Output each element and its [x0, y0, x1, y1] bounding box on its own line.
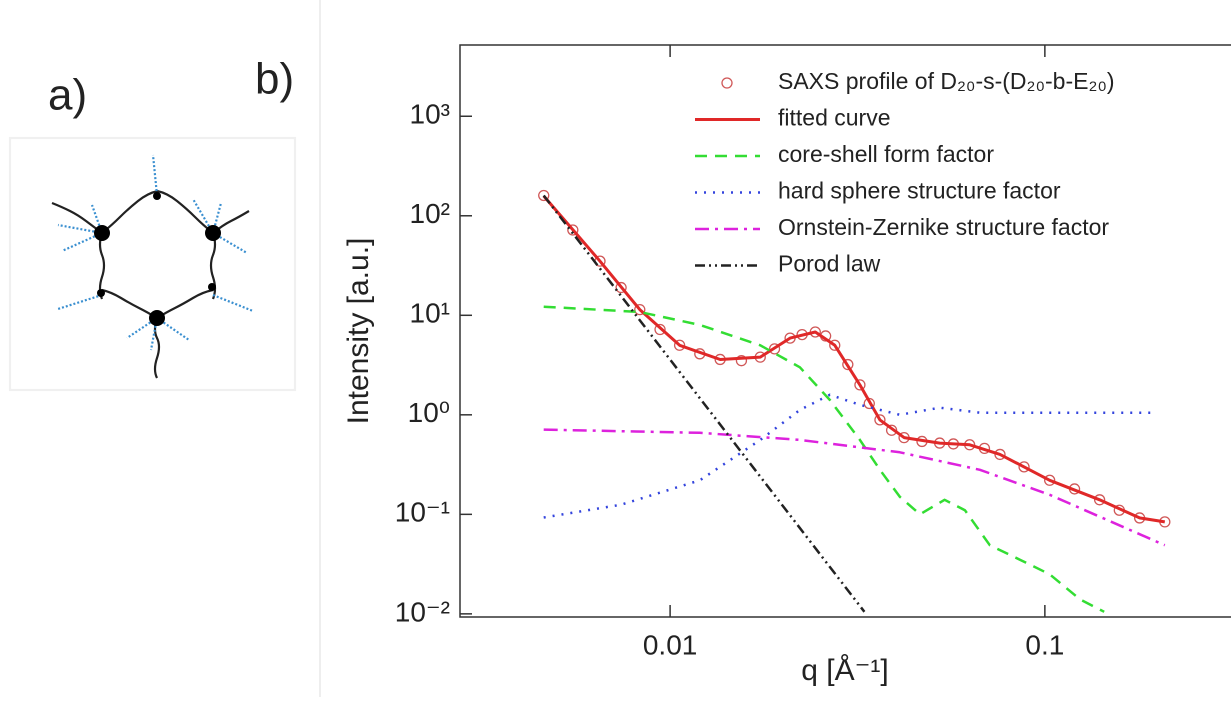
- data-point: [842, 358, 854, 371]
- panel-label: b): [255, 55, 294, 104]
- data-point: [615, 281, 627, 294]
- legend-label: core-shell form factor: [778, 141, 994, 167]
- data-point: [885, 424, 898, 436]
- plot-area: [538, 189, 1171, 613]
- data-point: [567, 224, 579, 236]
- x-tick-label: 0.01: [643, 629, 698, 660]
- data-point: [854, 379, 866, 391]
- data-point: [874, 414, 886, 426]
- legend-label: Ornstein-Zernike structure factor: [778, 214, 1109, 240]
- panel-label: a): [48, 71, 87, 120]
- data-point: [1018, 461, 1030, 473]
- y-tick-label: 10³: [410, 99, 450, 130]
- y-tick-label: 10⁰: [408, 397, 450, 428]
- series-line: [542, 195, 1166, 524]
- data-point: [1044, 474, 1056, 486]
- data-point: [654, 323, 666, 336]
- data-point: [673, 339, 686, 351]
- data-point: [538, 189, 550, 202]
- data-point: [768, 343, 781, 355]
- series-line: [543, 393, 1156, 519]
- data-point: [1093, 494, 1106, 506]
- legend-label: Porod law: [778, 251, 881, 277]
- y-tick-label: 10¹: [410, 298, 450, 329]
- series-line: [543, 305, 1105, 613]
- legend-label: hard sphere structure factor: [778, 178, 1061, 204]
- series-line: [542, 194, 866, 613]
- series-line: [543, 428, 1166, 547]
- data-point: [829, 339, 841, 351]
- data-point: [994, 448, 1006, 461]
- plot-frame: [459, 44, 1231, 618]
- data-point: [735, 355, 748, 367]
- legend-marker: [721, 77, 733, 89]
- network-diagram: [8, 136, 297, 392]
- y-tick-label: 10⁻²: [395, 596, 450, 627]
- legend-label: fitted curve: [778, 105, 891, 131]
- y-tick-label: 10⁻¹: [395, 497, 450, 528]
- x-tick-label: 0.1: [1025, 629, 1064, 660]
- y-axis-label: Intensity [a.u.]: [342, 238, 375, 425]
- data-point: [634, 303, 646, 316]
- legend-label: SAXS profile of D₂₀-s-(D₂₀-b-E₂₀): [778, 68, 1115, 94]
- y-tick-label: 10²: [410, 198, 450, 229]
- x-axis-label: q [Å⁻¹]: [801, 654, 889, 687]
